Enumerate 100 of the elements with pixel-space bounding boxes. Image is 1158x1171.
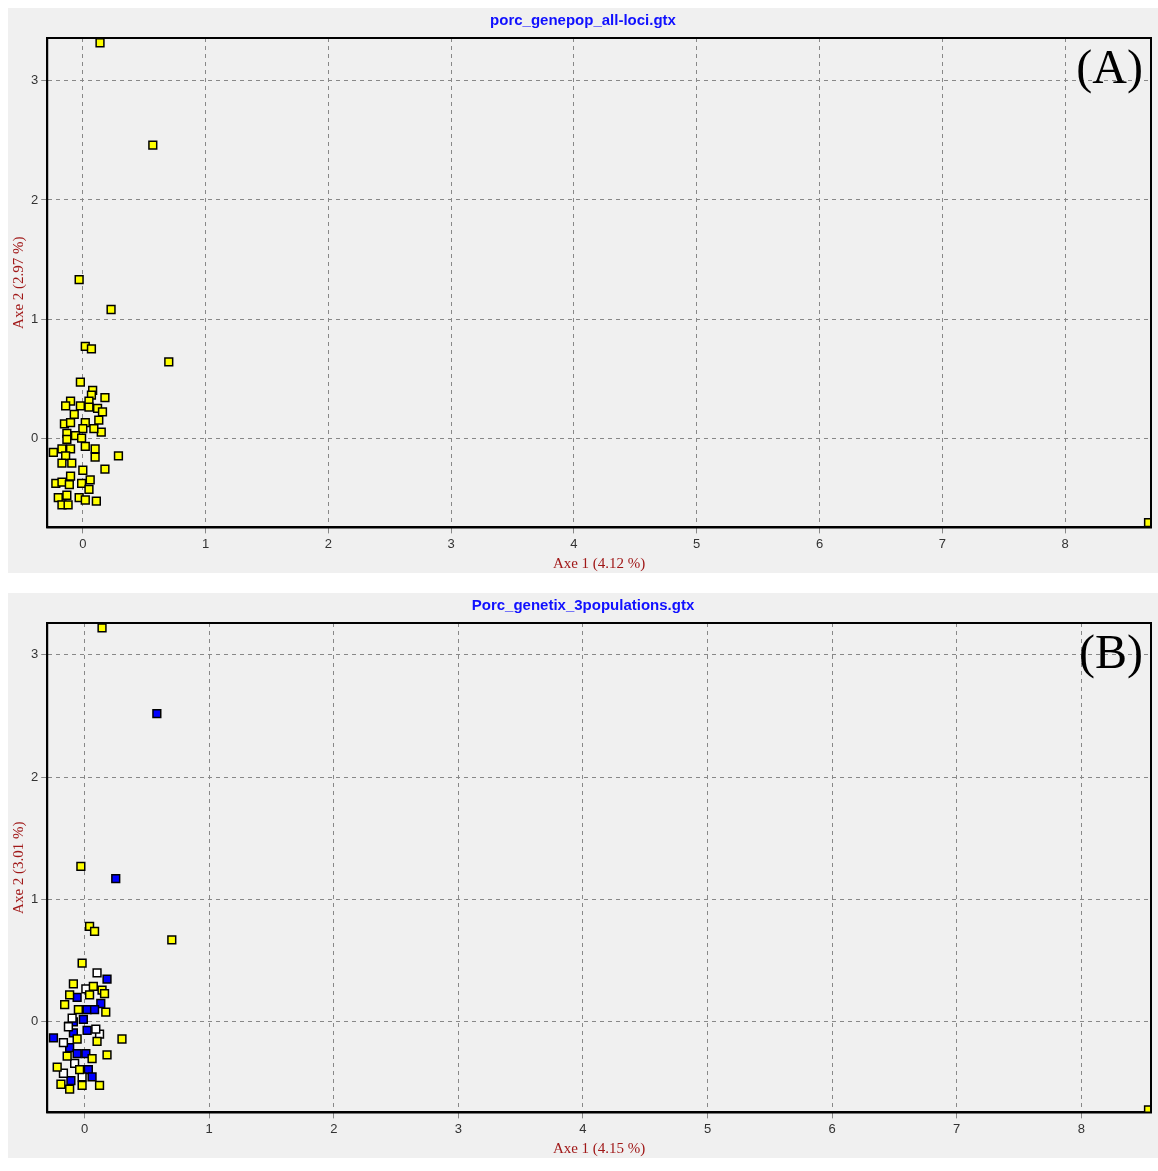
point [72, 1049, 82, 1059]
y-axis-title: Axe 2 (2.97 %) [9, 236, 27, 329]
point [58, 1038, 69, 1048]
point [89, 423, 99, 434]
x-axis-title: Axe 1 (4.12 %) [552, 554, 646, 572]
point [90, 444, 100, 454]
point [78, 465, 88, 475]
point [97, 623, 107, 633]
point [76, 861, 86, 872]
point [84, 484, 94, 494]
point [64, 479, 74, 490]
point [67, 1013, 77, 1023]
x-axis-title: Axe 1 (4.15 %) [552, 1139, 646, 1157]
point [113, 451, 124, 461]
point [94, 415, 104, 425]
y-tick-label: 0 [31, 429, 39, 445]
point [80, 441, 90, 452]
point [77, 958, 87, 968]
point [86, 344, 97, 354]
point [164, 357, 174, 367]
point [74, 275, 84, 285]
point [69, 409, 79, 419]
point [48, 1033, 59, 1043]
point [75, 401, 86, 411]
point [65, 1084, 75, 1094]
point [73, 1004, 84, 1015]
x-tick-label: 4 [579, 1120, 587, 1136]
x-tick-label: 5 [693, 535, 701, 551]
point [72, 1034, 82, 1044]
point [75, 377, 86, 387]
point [148, 140, 158, 150]
point [57, 477, 67, 487]
point [87, 1053, 97, 1064]
point [66, 1075, 76, 1086]
point [65, 990, 75, 1000]
point [57, 458, 67, 468]
y-tick-label: 3 [31, 72, 39, 88]
x-tick-label: 7 [938, 535, 946, 551]
point [60, 1000, 70, 1010]
point [62, 434, 72, 444]
point [117, 1034, 127, 1044]
point [100, 464, 110, 474]
point [76, 433, 87, 443]
point [82, 1025, 92, 1036]
y-tick-label: 3 [31, 646, 39, 662]
point [74, 1064, 85, 1075]
point [94, 1080, 105, 1091]
y-tick-label: 2 [31, 191, 39, 207]
point [102, 974, 112, 984]
point [56, 1079, 66, 1089]
point [84, 990, 95, 1000]
point [63, 1022, 74, 1032]
point [80, 495, 90, 505]
point [77, 1072, 87, 1082]
x-tick-label: 0 [79, 535, 87, 551]
annotation: (A) [1076, 39, 1143, 94]
point [77, 1080, 87, 1091]
annotation: (B) [1079, 624, 1143, 679]
point [48, 447, 59, 458]
point [152, 708, 162, 719]
x-tick-label: 6 [815, 535, 824, 551]
point [62, 1051, 72, 1061]
x-tick-label: 1 [202, 535, 210, 551]
y-axis-title: Axe 2 (3.01 %) [9, 821, 27, 914]
point [95, 38, 105, 48]
x-tick-label: 0 [80, 1120, 89, 1136]
point [85, 475, 95, 485]
point [99, 989, 110, 999]
x-tick-label: 5 [703, 1120, 712, 1136]
point [106, 304, 116, 315]
x-tick-label: 4 [570, 535, 578, 551]
point [97, 407, 108, 417]
point [65, 417, 76, 428]
x-tick-label: 3 [447, 535, 455, 551]
point [52, 1062, 62, 1072]
y-tick-label: 0 [31, 1013, 39, 1029]
point [167, 935, 177, 945]
x-tick-label: 1 [205, 1120, 213, 1136]
point [78, 423, 88, 434]
point [91, 496, 101, 506]
point [62, 490, 72, 500]
point [92, 1036, 102, 1047]
x-tick-label: 2 [330, 1120, 338, 1136]
point [102, 1050, 112, 1060]
chart-title: Porc_genetix_3populations.gtx [471, 596, 695, 614]
point [101, 1007, 111, 1017]
point [100, 392, 110, 403]
y-tick-label: 1 [31, 310, 39, 326]
point [87, 1072, 97, 1082]
point [90, 452, 100, 462]
point [61, 401, 71, 411]
x-tick-label: 2 [324, 535, 333, 551]
point [78, 1014, 88, 1025]
chart-title: porc_genepop_all-loci.gtx [490, 11, 677, 29]
point [67, 458, 77, 468]
point [63, 500, 73, 510]
point [91, 1024, 101, 1034]
point [111, 874, 121, 884]
point [68, 979, 79, 989]
point [89, 1004, 100, 1015]
